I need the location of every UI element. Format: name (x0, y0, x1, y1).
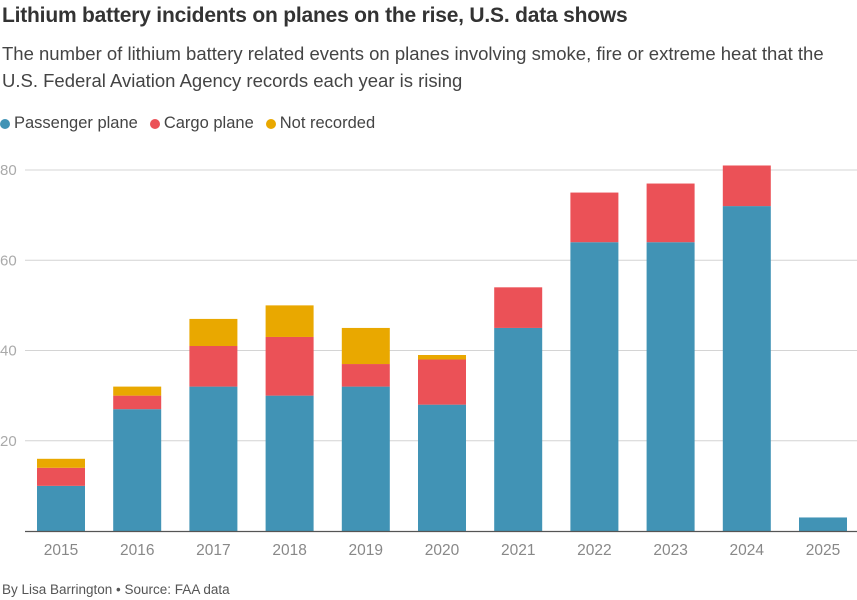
x-tick-label-2016: 2016 (120, 542, 154, 559)
bar-passenger-plane-2023 (646, 242, 695, 531)
bar-passenger-plane-2022 (570, 242, 619, 531)
x-tick-label-2023: 2023 (653, 542, 687, 559)
x-tick-label-2019: 2019 (349, 542, 383, 559)
bar-passenger-plane-2016 (113, 409, 162, 531)
bar-not-recorded-2018 (265, 305, 314, 337)
legend-item-not-recorded: Not recorded (265, 114, 376, 133)
chart-subtitle: The number of lithium battery related ev… (2, 43, 824, 91)
x-tick-label-2021: 2021 (501, 542, 535, 559)
bar-cargo-plane-2023 (646, 183, 695, 243)
bars (37, 165, 847, 531)
bar-not-recorded-2015 (37, 458, 85, 468)
y-tick-label-80: 80 (0, 162, 17, 179)
bar-cargo-plane-2015 (37, 467, 85, 486)
bar-passenger-plane-2017 (189, 386, 238, 531)
bar-cargo-plane-2024 (722, 165, 771, 207)
y-tick-label-60: 60 (0, 252, 17, 269)
bar-passenger-plane-2018 (265, 395, 314, 531)
x-tick-label-2020: 2020 (425, 542, 460, 559)
bar-not-recorded-2017 (189, 318, 238, 346)
x-tick-label-2015: 2015 (44, 542, 78, 559)
bar-cargo-plane-2016 (113, 395, 162, 410)
bar-not-recorded-2020 (418, 355, 466, 360)
x-tick-label-2017: 2017 (196, 542, 230, 559)
bar-not-recorded-2016 (113, 386, 162, 396)
bar-passenger-plane-2015 (37, 485, 85, 531)
legend-swatch-passenger (0, 118, 10, 129)
y-tick-label-40: 40 (0, 343, 17, 360)
x-axis-labels: 2015 2016 2017 2018 2019 2020 2021 2022 2023 2024… (44, 542, 840, 559)
bar-cargo-plane-2020 (418, 359, 466, 405)
x-tick-label-2022: 2022 (577, 542, 611, 559)
bar-passenger-plane-2020 (418, 404, 466, 531)
bar-passenger-plane-2019 (341, 386, 390, 531)
legend-item-passenger: Passenger plane (0, 114, 138, 133)
legend-item-cargo: Cargo plane (149, 114, 254, 133)
bar-cargo-plane-2019 (341, 364, 390, 387)
x-tick-label-2025: 2025 (806, 542, 840, 559)
legend-label-cargo: Cargo plane (163, 114, 254, 132)
x-tick-label-2018: 2018 (272, 542, 306, 559)
legend-swatch-cargo (149, 118, 160, 129)
bar-cargo-plane-2021 (494, 287, 543, 328)
bar-passenger-plane-2024 (722, 206, 771, 531)
footer-credit: By Lisa Barrington • Source: FAA data (2, 582, 230, 597)
legend-label-not-recorded: Not recorded (279, 114, 376, 132)
chart-title: Lithium battery incidents on planes on t… (2, 4, 628, 27)
stacked-bar-chart: 20 40 60 80 2015 2016 2017 2018 2019 2020 2021 202… (0, 162, 857, 559)
x-tick-label-2024: 2024 (730, 542, 765, 559)
y-tick-label-20: 20 (0, 433, 17, 450)
legend: Passenger plane Cargo plane Not recorded (0, 114, 387, 133)
bar-passenger-plane-2025 (799, 517, 847, 531)
bar-passenger-plane-2021 (494, 327, 543, 531)
bar-not-recorded-2019 (341, 327, 390, 365)
legend-swatch-not-recorded (265, 118, 276, 129)
bar-cargo-plane-2022 (570, 192, 619, 243)
bar-cargo-plane-2018 (265, 336, 314, 396)
legend-label-passenger: Passenger plane (14, 114, 138, 132)
y-axis-ticks: 20 40 60 80 (0, 162, 17, 450)
bar-cargo-plane-2017 (189, 345, 238, 387)
